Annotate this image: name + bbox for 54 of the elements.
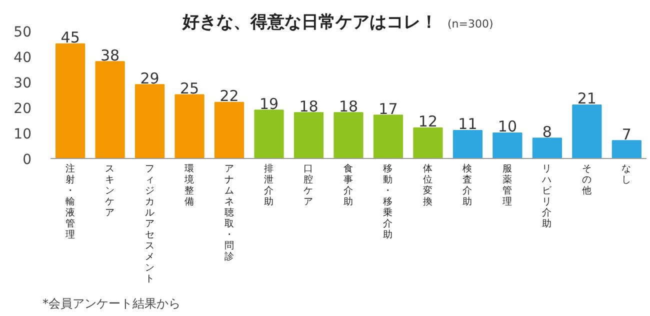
category-label: アナムネ聴取・問診 — [224, 164, 234, 263]
x-tick-label: 服薬管理 — [502, 164, 512, 208]
x-tick-label: なし — [622, 164, 632, 186]
data-label: 21 — [577, 90, 596, 108]
y-tick-label: 0 — [22, 152, 32, 168]
bar — [492, 132, 522, 159]
x-tick-label: 注射・輸液管理 — [65, 162, 76, 241]
data-label: 18 — [299, 97, 318, 116]
data-label: 18 — [338, 97, 358, 116]
data-label: 10 — [498, 118, 517, 136]
data-label: 45 — [60, 28, 80, 47]
x-tick-label: 検査介助 — [462, 162, 473, 208]
y-tick-label: 30 — [14, 76, 32, 92]
bar — [373, 114, 404, 159]
bar — [56, 43, 86, 159]
x-tick-label: 体位変換 — [422, 162, 433, 208]
bar — [334, 112, 364, 159]
data-label: 11 — [458, 115, 478, 134]
bar — [572, 104, 602, 159]
chart-subtitle: (n=300) — [448, 18, 494, 30]
bar — [134, 84, 165, 159]
y-tick-label: 20 — [14, 101, 32, 118]
x-tick-label: 食事介助 — [343, 162, 354, 208]
data-label: 17 — [378, 100, 398, 118]
x-tick-label: 環境整備 — [184, 164, 195, 208]
x-tick-label: 移動・移乗介助 — [383, 162, 394, 241]
bar — [452, 130, 483, 159]
y-tick-label: 40 — [14, 50, 32, 66]
bar — [174, 94, 204, 159]
x-tick-label: 口腔ケア — [304, 164, 314, 208]
bar — [294, 112, 324, 159]
bar — [254, 110, 284, 159]
data-label: 19 — [259, 94, 279, 113]
x-tick-label: リハビリ介助 — [541, 164, 554, 230]
data-label: 29 — [140, 69, 160, 88]
chart-title: 好きな、得意な日常ケアはコレ！ — [182, 12, 438, 32]
x-tick-label: 排泄介助 — [264, 162, 274, 208]
data-label: 25 — [180, 80, 200, 98]
bar — [612, 140, 642, 159]
data-label: 7 — [622, 125, 632, 144]
bar — [532, 138, 562, 159]
x-tick-label: その他 — [582, 164, 592, 197]
bar — [214, 102, 244, 159]
data-label: 12 — [418, 112, 438, 131]
category-label: フィジカルアセスメント — [144, 164, 155, 285]
data-label: 22 — [220, 87, 239, 106]
text: *会員アンケート結果から — [42, 296, 180, 310]
data-label: 38 — [100, 46, 120, 64]
y-tick-label: 10 — [14, 126, 32, 143]
bar — [95, 61, 125, 159]
data-label: 8 — [542, 122, 552, 141]
x-tick-label: スキンケア — [105, 164, 116, 219]
y-tick-label: 50 — [14, 24, 32, 41]
bar — [413, 127, 443, 159]
